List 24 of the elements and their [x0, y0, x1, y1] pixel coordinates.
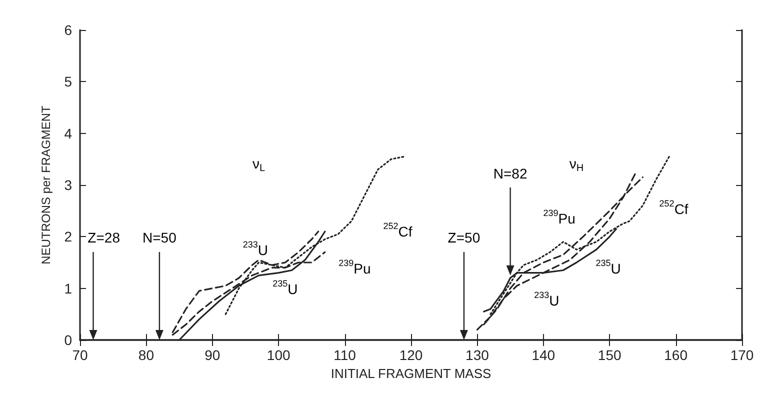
x-tick-label: 90: [204, 347, 220, 363]
x-tick-label: 80: [138, 347, 154, 363]
x-axis-title: INITIAL FRAGMENT MASS: [330, 366, 492, 381]
x-tick-label: 150: [598, 347, 622, 363]
y-tick-label: 5: [64, 74, 72, 90]
y-axis-title: NEUTRONS per FRAGMENT: [39, 104, 53, 264]
x-tick-label: 120: [399, 347, 423, 363]
annotation: Z=28: [88, 230, 120, 246]
y-tick-label: 2: [64, 228, 72, 245]
annotation: N=82: [493, 165, 528, 182]
y-tick-label: 1: [64, 280, 72, 296]
x-tick-label: 100: [266, 347, 290, 363]
annotation: N=50: [142, 230, 177, 246]
x-tick-label: 130: [466, 347, 490, 363]
annotation: Z=50: [448, 230, 480, 246]
x-tick-label: 160: [664, 347, 688, 363]
x-tick-label: 70: [72, 347, 88, 363]
y-tick-label: 6: [64, 22, 72, 38]
x-tick-label: 170: [730, 347, 754, 363]
x-tick-label: 110: [334, 347, 356, 363]
y-tick-label: 4: [64, 125, 72, 142]
x-tick-label: 140: [532, 347, 556, 363]
y-tick-label: 3: [64, 177, 72, 193]
y-tick-label: 0: [64, 332, 72, 348]
